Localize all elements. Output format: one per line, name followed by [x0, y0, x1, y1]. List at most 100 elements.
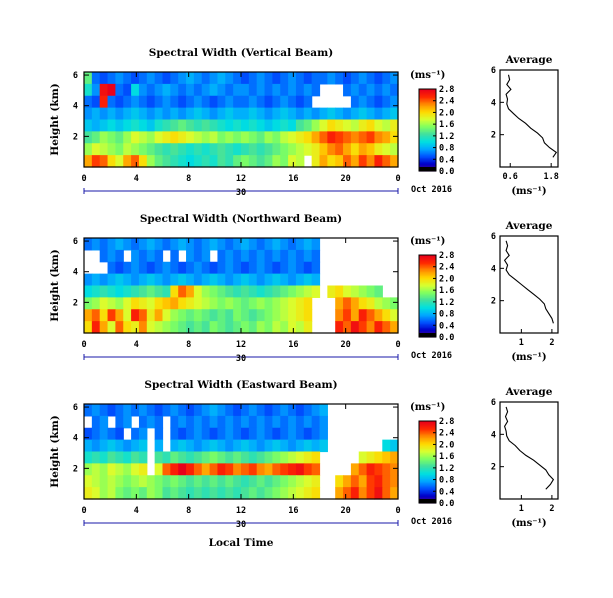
colorbar-segment	[419, 259, 436, 262]
heatmap-cell	[209, 107, 219, 121]
heatmap-cell	[264, 309, 273, 322]
heatmap-cell	[217, 83, 226, 97]
heatmap-cell	[123, 487, 132, 500]
colorbar-tick-label: 0.8	[439, 310, 454, 320]
heatmap-cell	[390, 463, 399, 476]
heatmap-cell	[170, 309, 179, 322]
heatmap-cell	[115, 475, 124, 488]
colorbar-segment	[419, 139, 436, 142]
heatmap-cell	[154, 427, 164, 441]
heatmap-cell	[248, 297, 258, 310]
heatmap-cell	[107, 427, 116, 441]
heatmap-cell	[107, 475, 116, 488]
colorbar-segment	[419, 271, 436, 274]
heatmap-cell	[256, 261, 266, 275]
heatmap-cell	[280, 321, 289, 334]
heatmap-cell	[115, 72, 124, 85]
colorbar-segment	[419, 459, 436, 462]
heatmap-cell	[186, 107, 195, 121]
heatmap-cell	[272, 297, 281, 310]
heatmap-cell	[115, 119, 124, 132]
heatmap-cell	[225, 404, 234, 417]
heatmap-cell	[303, 238, 313, 251]
heatmap-cell	[209, 95, 219, 109]
colorbar-segment	[419, 304, 436, 307]
x-tick-label: 20	[341, 506, 351, 516]
heatmap-cell	[123, 95, 132, 109]
heatmap-cell	[131, 238, 140, 251]
profile-x-label: (ms⁻¹)	[511, 352, 546, 363]
heatmap-cell	[193, 404, 203, 417]
heatmap-cell	[343, 155, 352, 168]
heatmap-cell	[288, 95, 297, 109]
heatmap-cell	[138, 143, 148, 156]
heatmap-cell	[241, 143, 250, 156]
heatmap-cell	[288, 475, 297, 488]
colorbar-segment	[419, 151, 436, 154]
heatmap-cell	[84, 107, 93, 121]
heatmap-cell	[272, 155, 281, 168]
heatmap-cell	[272, 249, 281, 263]
heatmap-cell	[91, 285, 101, 298]
heatmap-cell	[170, 285, 179, 298]
heatmap-cell	[115, 83, 124, 97]
heatmap-cell	[248, 321, 258, 334]
heatmap-cell	[107, 83, 116, 97]
heatmap-cell	[295, 404, 305, 417]
heatmap-cell	[84, 463, 93, 476]
heatmap-cell	[131, 297, 140, 310]
heatmap-cell	[288, 487, 297, 500]
colorbar-segment	[419, 475, 436, 478]
heatmap-cell	[319, 415, 328, 429]
colorbar-segment	[419, 264, 436, 267]
heatmap-cell	[241, 309, 250, 322]
colorbar-segment	[419, 328, 436, 331]
colorbar-base-cap	[419, 499, 436, 503]
heatmap-cell	[366, 451, 376, 464]
heatmap-cell	[193, 463, 203, 476]
heatmap-cell	[288, 131, 297, 144]
colorbar-segment	[419, 125, 436, 128]
heatmap-cell	[241, 107, 250, 121]
colorbar-tick-label: 2.4	[439, 97, 454, 107]
heatmap-cell	[382, 309, 391, 322]
colorbar-segment	[419, 441, 436, 444]
colorbar-segment	[419, 477, 436, 479]
heatmap-cell	[217, 415, 226, 429]
colorbar-segment	[419, 331, 436, 334]
heatmap-cell	[193, 451, 203, 464]
profile-y-tick-label: 4	[491, 430, 496, 440]
heatmap-cell	[358, 285, 368, 298]
heatmap-cell	[303, 451, 313, 464]
heatmap-cell	[241, 273, 250, 287]
heatmap-cell	[311, 427, 321, 441]
heatmap-cell	[84, 297, 93, 310]
heatmap-cell	[154, 475, 164, 488]
heatmap-cell	[146, 415, 156, 429]
colorbar-segment	[419, 324, 436, 327]
heatmap-cell	[123, 72, 132, 85]
heatmap-cell	[303, 273, 313, 287]
heatmap-cell	[382, 143, 391, 156]
heatmap-cell	[374, 285, 383, 298]
heatmap-cell	[272, 285, 281, 298]
heatmap-cell	[366, 155, 376, 168]
heatmap-cell	[382, 107, 391, 121]
colorbar-segment	[419, 496, 436, 499]
heatmap-cell	[264, 451, 273, 464]
heatmap-cell	[107, 143, 116, 156]
colorbar-segment	[419, 164, 436, 167]
heatmap-cell	[350, 72, 360, 85]
heatmap-cell	[335, 155, 344, 168]
heatmap-cell	[256, 238, 266, 251]
heatmap-cell	[154, 451, 164, 464]
colorbar-segment	[419, 456, 436, 459]
colorbar-segment	[419, 436, 436, 438]
heatmap-cell	[217, 273, 226, 287]
colorbar-segment	[419, 124, 436, 127]
heatmap-cell	[131, 72, 140, 85]
colorbar-segment	[419, 256, 436, 259]
heatmap-cell	[256, 83, 266, 97]
heatmap-cell	[115, 439, 124, 453]
profile-line	[503, 240, 554, 324]
